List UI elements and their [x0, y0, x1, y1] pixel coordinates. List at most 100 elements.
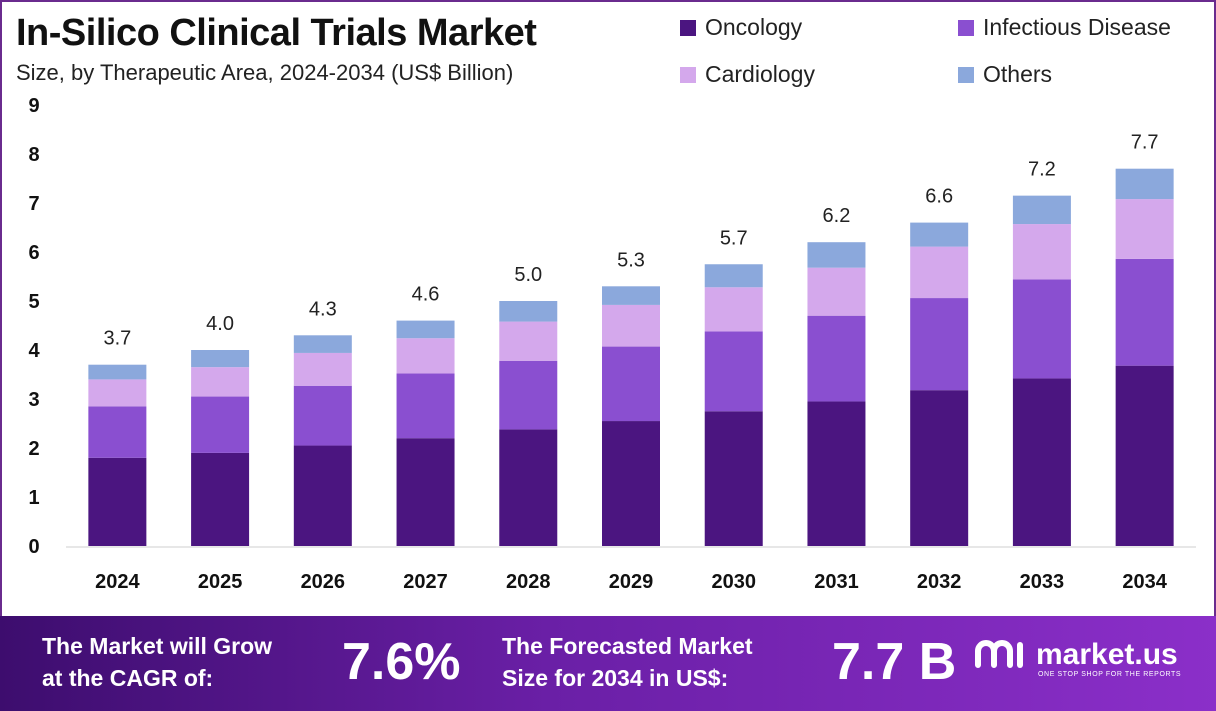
bar-infectious-disease: [499, 360, 558, 430]
bar-oncology: [191, 452, 250, 546]
x-tick-label: 2028: [506, 571, 551, 593]
forecast-label-line2: Size for 2034 in US$:: [502, 665, 729, 691]
bar-cardiology: [499, 321, 558, 361]
bar-infectious-disease: [602, 346, 660, 422]
bar-others: [293, 335, 352, 353]
total-data-label: 5.0: [514, 264, 542, 286]
bar-infectious-disease: [1012, 279, 1071, 379]
bar-oncology: [1115, 365, 1174, 546]
cagr-label: The Market will Grow at the CAGR of:: [42, 630, 272, 694]
chart-subtitle: Size, by Therapeutic Area, 2024-2034 (US…: [16, 60, 514, 85]
total-data-label: 4.6: [412, 284, 440, 306]
legend-label-others: Others: [983, 61, 1053, 87]
legend-swatch-cardiology: [680, 66, 696, 83]
bar-oncology: [910, 390, 969, 546]
legend-label-oncology: Oncology: [705, 14, 803, 40]
total-data-label: 4.3: [309, 298, 337, 320]
y-tick-label: 2: [28, 438, 39, 460]
total-data-label: 4.0: [206, 313, 234, 335]
bar-infectious-disease: [191, 396, 250, 453]
bar-cardiology: [807, 267, 866, 316]
legend-swatch-infectious-disease: [958, 19, 974, 36]
y-tick-label: 0: [28, 536, 39, 558]
y-tick-label: 8: [28, 144, 39, 166]
bar-oncology: [602, 421, 660, 546]
footer-banner: The Market will Grow at the CAGR of: 7.6…: [0, 616, 1216, 711]
bar-oncology: [88, 457, 147, 546]
y-tick-label: 4: [28, 340, 40, 362]
bar-cardiology: [1012, 224, 1071, 280]
bar-infectious-disease: [704, 331, 763, 412]
bar-cardiology: [704, 287, 763, 332]
bar-cardiology: [910, 246, 969, 299]
bar-infectious-disease: [293, 385, 352, 446]
bar-others: [807, 242, 866, 268]
cagr-label-line2: at the CAGR of:: [42, 665, 214, 691]
bar-others: [191, 350, 250, 368]
bar-oncology: [499, 429, 558, 546]
x-tick-label: 2029: [609, 571, 654, 593]
bar-oncology: [704, 411, 763, 546]
bar-cardiology: [602, 304, 660, 347]
cagr-value: 7.6%: [342, 633, 461, 691]
x-tick-label: 2030: [711, 571, 756, 593]
total-data-label: 7.2: [1028, 159, 1056, 181]
bar-infectious-disease: [807, 315, 866, 402]
total-data-label: 6.2: [823, 205, 851, 227]
bar-oncology: [807, 401, 866, 546]
bar-others: [499, 301, 558, 322]
total-data-label: 5.3: [617, 249, 645, 271]
y-tick-label: 1: [28, 487, 39, 509]
x-tick-label: 2025: [198, 571, 243, 593]
y-tick-label: 6: [28, 242, 39, 264]
legend-item-oncology: Oncology: [680, 14, 802, 41]
bar-oncology: [293, 445, 352, 546]
bar-infectious-disease: [910, 298, 969, 391]
x-tick-label: 2024: [95, 571, 140, 593]
cagr-label-line1: The Market will Grow: [42, 633, 273, 659]
forecast-label-line1: The Forecasted Market: [502, 633, 753, 659]
brand-tagline: ONE STOP SHOP FOR THE REPORTS: [1038, 671, 1182, 678]
bar-others: [1012, 195, 1071, 225]
forecast-label: The Forecasted Market Size for 2034 in U…: [502, 630, 753, 694]
legend-label-cardiology: Cardiology: [705, 61, 815, 87]
bar-oncology: [1012, 378, 1071, 546]
stacked-bar-chart: 0 1 2 3 4 5 6 7 8 9 3.7 2024 4.0 2025 4.3 2026 4.6 2027 5.…: [28, 95, 1196, 593]
bar-others: [1115, 168, 1174, 200]
x-tick-label: 2031: [814, 571, 859, 593]
forecast-value: 7.7 B: [832, 633, 957, 691]
y-tick-label: 9: [28, 95, 39, 117]
bar-cardiology: [293, 352, 352, 386]
total-data-label: 3.7: [103, 328, 131, 350]
bar-cardiology: [88, 379, 147, 407]
bar-infectious-disease: [1115, 258, 1174, 366]
chart-title: In-Silico Clinical Trials Market: [16, 12, 537, 54]
bar-infectious-disease: [396, 373, 455, 439]
y-tick-label: 3: [28, 389, 39, 411]
brand-logo: market.us: [972, 635, 1178, 675]
bar-cardiology: [1115, 199, 1174, 259]
legend-label-infectious-disease: Infectious Disease: [983, 14, 1171, 40]
x-tick-label: 2027: [403, 571, 448, 593]
legend-swatch-oncology: [680, 19, 696, 36]
brand-name: market.us: [1036, 638, 1178, 671]
x-tick-label: 2033: [1020, 571, 1065, 593]
market-us-logo-icon: [975, 640, 1023, 668]
x-tick-label: 2026: [301, 571, 346, 593]
y-tick-label: 7: [28, 193, 39, 215]
bar-cardiology: [396, 338, 455, 374]
legend-swatch-others: [958, 66, 974, 83]
bar-oncology: [396, 438, 455, 546]
legend-item-others: Others: [958, 61, 1052, 88]
y-tick-label: 5: [28, 291, 39, 313]
x-tick-label: 2032: [917, 571, 962, 593]
legend-item-cardiology: Cardiology: [680, 61, 815, 88]
legend-item-infectious-disease: Infectious Disease: [958, 14, 1171, 41]
total-data-label: 6.6: [925, 186, 953, 208]
bar-others: [704, 264, 763, 288]
bar-others: [910, 222, 969, 247]
bar-others: [602, 286, 660, 305]
bar-others: [88, 364, 147, 380]
bar-cardiology: [191, 367, 250, 397]
